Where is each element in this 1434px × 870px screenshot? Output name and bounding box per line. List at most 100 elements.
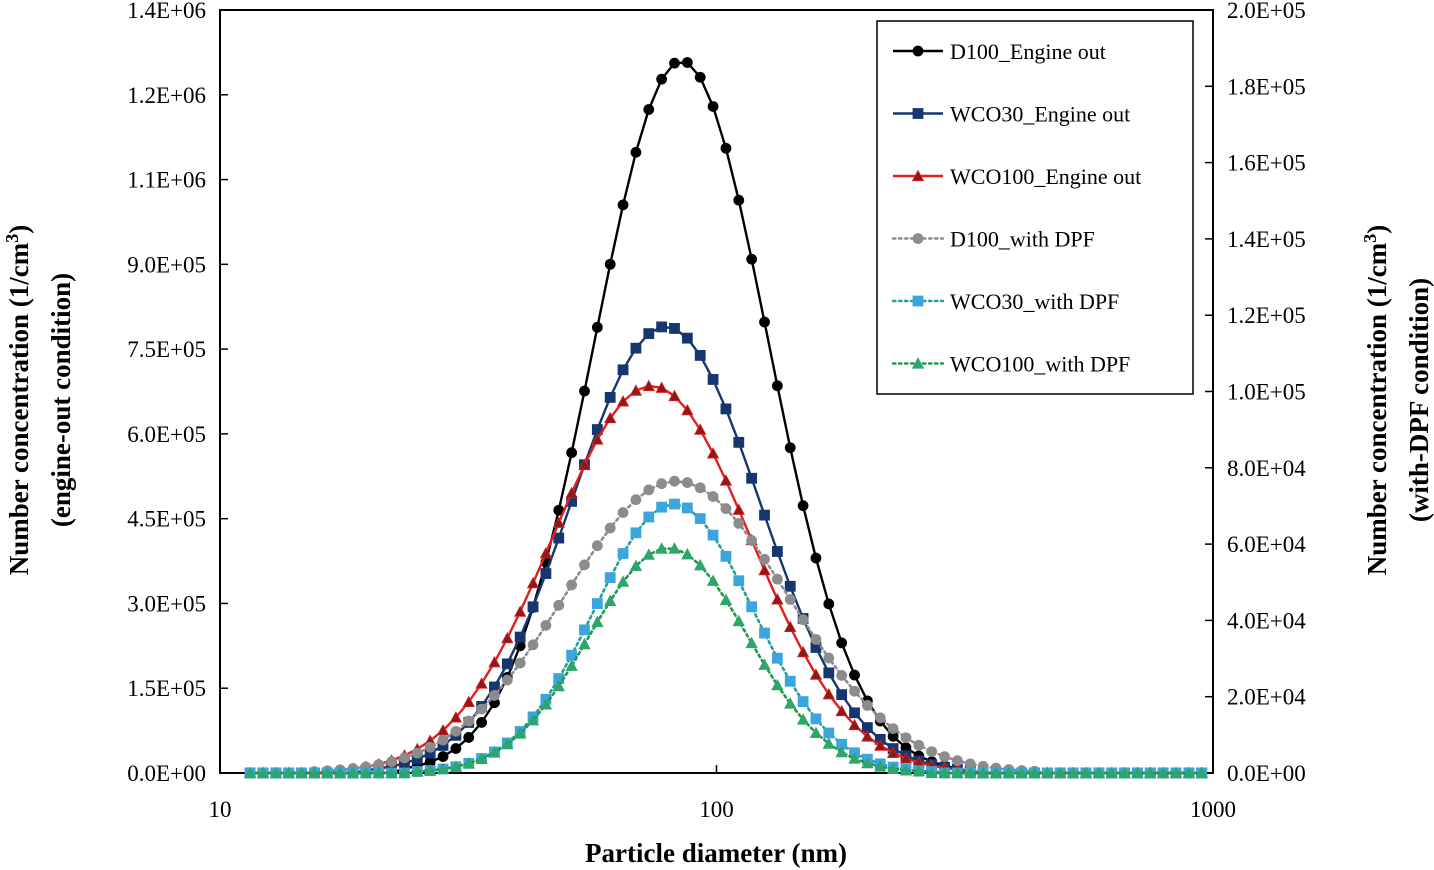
data-point	[566, 447, 578, 459]
data-point	[462, 757, 475, 769]
data-point	[656, 501, 668, 513]
data-point	[604, 594, 617, 606]
data-point	[707, 491, 719, 502]
data-point	[810, 713, 822, 725]
data-point	[719, 474, 733, 486]
data-point	[733, 575, 745, 587]
data-point	[423, 764, 437, 776]
data-point	[540, 619, 552, 631]
right-y-tick-label: 0.0E+00	[1227, 761, 1306, 786]
data-point	[835, 704, 848, 717]
data-point	[617, 507, 629, 518]
data-point	[514, 657, 526, 669]
right-y-tick-label: 4.0E+04	[1227, 608, 1306, 633]
left-y-tick-label: 1.2E+06	[127, 83, 206, 108]
data-point	[719, 593, 733, 605]
data-point	[720, 142, 732, 154]
data-point	[527, 601, 539, 613]
data-point	[616, 395, 630, 407]
right-y-tick-label: 1.2E+05	[1227, 303, 1306, 328]
data-point	[681, 477, 693, 488]
data-point	[476, 703, 488, 715]
data-point	[450, 725, 462, 737]
data-point	[759, 553, 770, 565]
data-point	[745, 636, 758, 649]
data-point	[1182, 766, 1196, 779]
data-point	[256, 766, 270, 779]
data-point	[681, 502, 693, 514]
data-point	[848, 718, 861, 731]
data-point	[861, 699, 873, 711]
data-point	[733, 194, 745, 206]
data-point	[836, 689, 848, 701]
data-point	[681, 547, 694, 560]
data-point	[797, 500, 809, 512]
data-point	[720, 403, 732, 415]
data-point	[591, 321, 603, 333]
data-point	[849, 685, 860, 697]
data-point	[669, 475, 680, 487]
data-point	[591, 615, 604, 628]
data-point	[771, 573, 783, 585]
data-point	[797, 696, 809, 707]
data-point	[823, 727, 835, 739]
data-point	[552, 679, 565, 692]
data-point	[643, 484, 655, 496]
data-point	[604, 391, 616, 403]
legend-item: WCO100_Engine out	[893, 164, 1141, 189]
data-point	[836, 669, 848, 681]
data-point	[874, 712, 886, 724]
data-point	[836, 637, 848, 649]
data-point	[1002, 766, 1016, 779]
data-point	[450, 743, 462, 754]
legend-box	[876, 20, 1194, 395]
right-y-axis: 0.0E+00 2.0E+04 4.0E+04 6.0E+04 8.0E+04 1.0E+…	[1205, 0, 1306, 786]
data-point	[514, 727, 527, 739]
data-point	[630, 342, 642, 354]
series-wco100-with-dpf	[243, 542, 1208, 779]
legend-item: WCO100_with DPF	[891, 352, 1130, 377]
right-y-tick-label: 1.4E+05	[1227, 227, 1306, 252]
data-point	[1156, 766, 1170, 779]
data-point	[849, 669, 860, 681]
data-point	[656, 321, 668, 333]
data-point	[501, 631, 514, 644]
data-point	[810, 552, 822, 564]
data-point	[578, 637, 591, 650]
data-point	[822, 687, 835, 700]
data-point	[707, 101, 719, 112]
data-point	[1105, 766, 1118, 779]
data-point	[939, 751, 950, 763]
data-point	[437, 751, 449, 762]
data-point	[630, 494, 642, 506]
data-point	[553, 532, 565, 544]
data-point	[720, 550, 732, 562]
data-point	[308, 766, 321, 779]
data-point	[758, 563, 771, 576]
data-point	[617, 364, 629, 376]
data-point	[643, 104, 655, 115]
left-y-tick-label: 7.5E+05	[127, 337, 206, 362]
legend-label: WCO30_with DPF	[950, 289, 1119, 314]
right-y-tick-label: 2.0E+05	[1227, 0, 1306, 23]
data-point	[913, 739, 925, 751]
left-y-axis: 0.0E+00 1.5E+05 3.0E+05 4.5E+05 6.0E+05 7.5E+…	[127, 0, 228, 786]
data-point	[758, 658, 771, 670]
data-point	[385, 766, 398, 779]
data-point	[346, 766, 360, 779]
left-y-tick-label: 1.1E+06	[127, 168, 206, 193]
data-point	[295, 766, 308, 779]
data-point	[759, 316, 770, 328]
legend-item: D100_with DPF	[891, 227, 1095, 252]
data-point	[951, 766, 964, 779]
data-point	[861, 756, 874, 769]
data-point	[784, 580, 796, 592]
data-point	[539, 546, 553, 559]
data-point	[475, 752, 488, 764]
right-y-axis-label: Number concentration (1/cm3) (with-DPF c…	[1360, 225, 1434, 575]
data-point	[501, 737, 514, 750]
right-y-tick-label: 1.0E+05	[1227, 380, 1306, 405]
data-point	[823, 598, 835, 610]
data-point	[526, 713, 540, 726]
data-point	[1118, 766, 1131, 779]
